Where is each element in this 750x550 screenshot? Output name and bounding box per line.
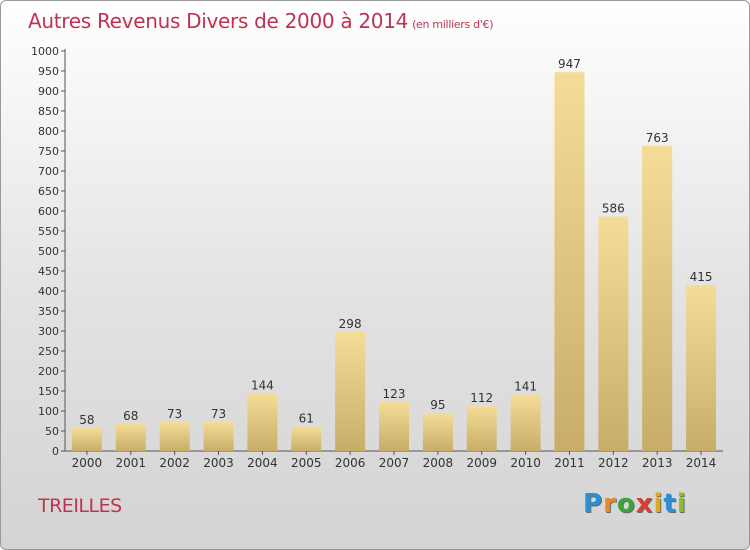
x-tick-label: 2009 (466, 456, 497, 470)
place-name: TREILLES (38, 495, 122, 517)
logo-letter: P (583, 489, 604, 519)
y-tick-label: 200 (38, 365, 59, 378)
x-tick-label: 2003 (203, 456, 234, 470)
data-label-2010: 141 (514, 380, 537, 394)
bar-2002 (159, 421, 190, 451)
x-tick-label: 2008 (423, 456, 454, 470)
data-label-2007: 123 (383, 387, 406, 401)
y-tick-label: 50 (45, 425, 59, 438)
y-tick-label: 650 (38, 185, 59, 198)
x-tick-label: 2002 (159, 456, 190, 470)
y-tick-label: 750 (38, 145, 59, 158)
data-label-2012: 586 (602, 202, 625, 216)
proxiti-logo[interactable]: Proxiti (583, 489, 687, 519)
bar-2006 (335, 331, 366, 451)
x-tick-label: 2012 (598, 456, 629, 470)
axes: 0 50 100 150 200 250 300 350 400 450 500 550 600 650 7… (31, 45, 723, 470)
y-tick-label: 500 (38, 245, 59, 258)
y-tick-label: 600 (38, 205, 59, 218)
bar-2013 (642, 145, 673, 452)
bar-2012 (598, 216, 629, 451)
x-tick-label: 2001 (116, 456, 147, 470)
data-label-2000: 58 (79, 413, 94, 427)
bar-2011 (554, 72, 585, 451)
data-label-2001: 68 (123, 409, 138, 423)
y-tick-label: 300 (38, 325, 59, 338)
title-text: Autres Revenus Divers de 2000 à 2014 (28, 9, 409, 33)
bar-2003 (203, 421, 234, 451)
data-label-2011: 947 (558, 57, 581, 71)
logo-letter: x (635, 489, 654, 519)
logo-letter: t (663, 489, 677, 519)
y-tick-label: 100 (38, 405, 59, 418)
y-tick-label: 150 (38, 385, 59, 398)
bar-2014 (686, 285, 717, 451)
y-tick-label: 1000 (31, 45, 59, 58)
y-tick-label: 250 (38, 345, 59, 358)
chart-title: Autres Revenus Divers de 2000 à 2014 (en … (28, 9, 494, 33)
data-label-2005: 61 (299, 412, 314, 426)
x-tick-label: 2014 (686, 456, 717, 470)
x-tick-label: 2004 (247, 456, 278, 470)
data-label-2008: 95 (430, 398, 445, 412)
y-tick-label: 850 (38, 105, 59, 118)
y-tick-label: 350 (38, 305, 59, 318)
bars: 58 68 73 73 144 61 298 123 95 112 141 947 586 763 415 (71, 57, 717, 452)
y-tick-label: 550 (38, 225, 59, 238)
x-tick-label: 2005 (291, 456, 322, 470)
logo-letter: o (616, 489, 636, 519)
x-tick-label: 2007 (379, 456, 410, 470)
x-tick-label: 2000 (72, 456, 103, 470)
data-label-2013: 763 (646, 131, 669, 145)
x-tick-label: 2010 (510, 456, 541, 470)
x-tick-label: 2013 (642, 456, 673, 470)
x-tick-label: 2011 (554, 456, 585, 470)
bar-2000 (71, 427, 102, 451)
unit-note: (en milliers d'€) (412, 18, 494, 31)
bar-2001 (115, 423, 146, 451)
bar-2004 (247, 393, 278, 451)
y-tick-label: 700 (38, 165, 59, 178)
bar-2008 (422, 413, 453, 451)
logo-letter: i (653, 489, 664, 519)
y-tick-label: 950 (38, 65, 59, 78)
y-tick-label: 450 (38, 265, 59, 278)
y-tick-label: 0 (52, 445, 59, 458)
data-label-2003: 73 (211, 407, 226, 421)
data-label-2004: 144 (251, 378, 274, 392)
y-tick-label: 400 (38, 285, 59, 298)
y-tick-label: 800 (38, 125, 59, 138)
bar-2010 (510, 394, 541, 451)
bar-2007 (379, 401, 409, 451)
data-label-2014: 415 (690, 270, 713, 284)
data-label-2009: 112 (470, 391, 493, 405)
x-tick-label: 2006 (335, 456, 366, 470)
bar-2005 (291, 426, 322, 451)
y-tick-label: 900 (38, 85, 59, 98)
bar-2009 (466, 406, 497, 451)
logo-letter: i (676, 489, 687, 519)
data-label-2006: 298 (339, 317, 362, 331)
data-label-2002: 73 (167, 407, 182, 421)
logo-letter: r (603, 489, 617, 519)
